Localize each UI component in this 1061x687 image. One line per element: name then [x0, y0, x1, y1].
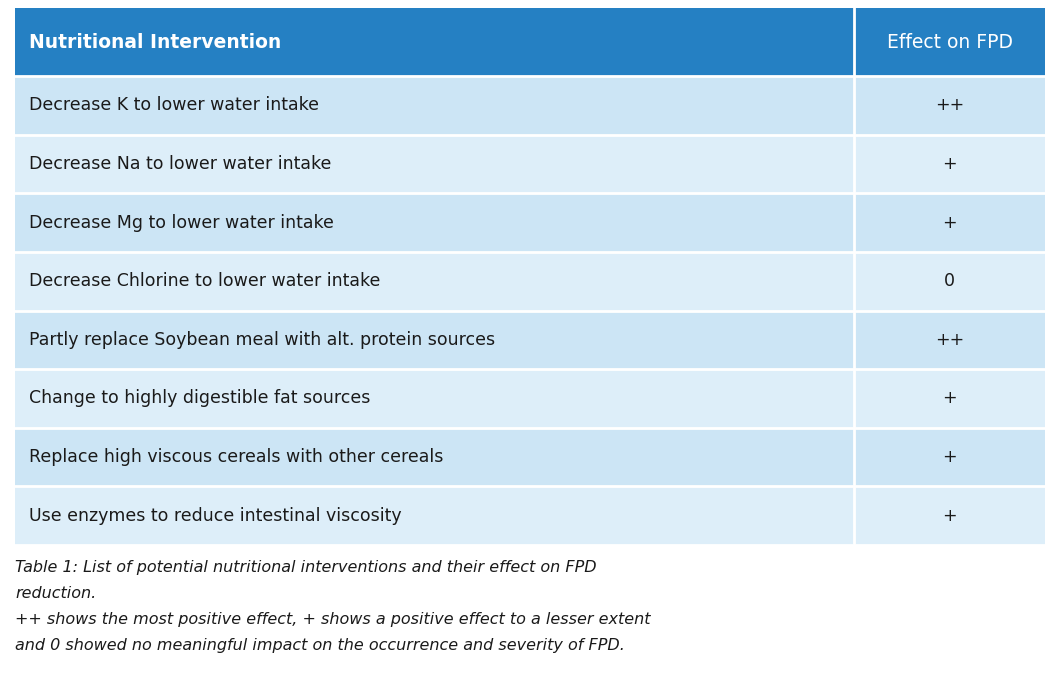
Bar: [15, 135, 854, 193]
Text: 0: 0: [944, 272, 955, 290]
Text: +: +: [942, 155, 957, 173]
Text: ++: ++: [935, 331, 964, 349]
Text: Partly replace Soybean meal with alt. protein sources: Partly replace Soybean meal with alt. pr…: [29, 331, 495, 349]
Bar: [15, 252, 854, 311]
Bar: [854, 76, 1045, 135]
Text: +: +: [942, 390, 957, 407]
Bar: [854, 193, 1045, 252]
Bar: [854, 486, 1045, 545]
Bar: [15, 76, 854, 135]
Text: Table 1: List of potential nutritional interventions and their effect on FPD: Table 1: List of potential nutritional i…: [15, 560, 596, 575]
Text: and 0 showed no meaningful impact on the occurrence and severity of FPD.: and 0 showed no meaningful impact on the…: [15, 638, 625, 653]
Text: ++ shows the most positive effect, + shows a positive effect to a lesser extent: ++ shows the most positive effect, + sho…: [15, 612, 650, 627]
Text: Nutritional Intervention: Nutritional Intervention: [29, 32, 281, 52]
Text: ++: ++: [935, 96, 964, 114]
Text: +: +: [942, 214, 957, 232]
Bar: [15, 486, 854, 545]
Text: Decrease Na to lower water intake: Decrease Na to lower water intake: [29, 155, 331, 173]
Bar: [15, 8, 854, 76]
Bar: [854, 369, 1045, 428]
Bar: [854, 428, 1045, 486]
Text: Change to highly digestible fat sources: Change to highly digestible fat sources: [29, 390, 370, 407]
Text: Effect on FPD: Effect on FPD: [887, 32, 1013, 52]
Bar: [854, 135, 1045, 193]
Text: Decrease Chlorine to lower water intake: Decrease Chlorine to lower water intake: [29, 272, 381, 290]
Text: +: +: [942, 507, 957, 525]
Text: Decrease K to lower water intake: Decrease K to lower water intake: [29, 96, 319, 114]
Text: Replace high viscous cereals with other cereals: Replace high viscous cereals with other …: [29, 448, 443, 466]
Bar: [15, 369, 854, 428]
Bar: [854, 8, 1045, 76]
Bar: [854, 311, 1045, 369]
Text: Use enzymes to reduce intestinal viscosity: Use enzymes to reduce intestinal viscosi…: [29, 507, 402, 525]
Text: Decrease Mg to lower water intake: Decrease Mg to lower water intake: [29, 214, 334, 232]
Text: reduction.: reduction.: [15, 586, 97, 601]
Bar: [15, 311, 854, 369]
Text: +: +: [942, 448, 957, 466]
Bar: [15, 193, 854, 252]
Bar: [15, 428, 854, 486]
Bar: [854, 252, 1045, 311]
